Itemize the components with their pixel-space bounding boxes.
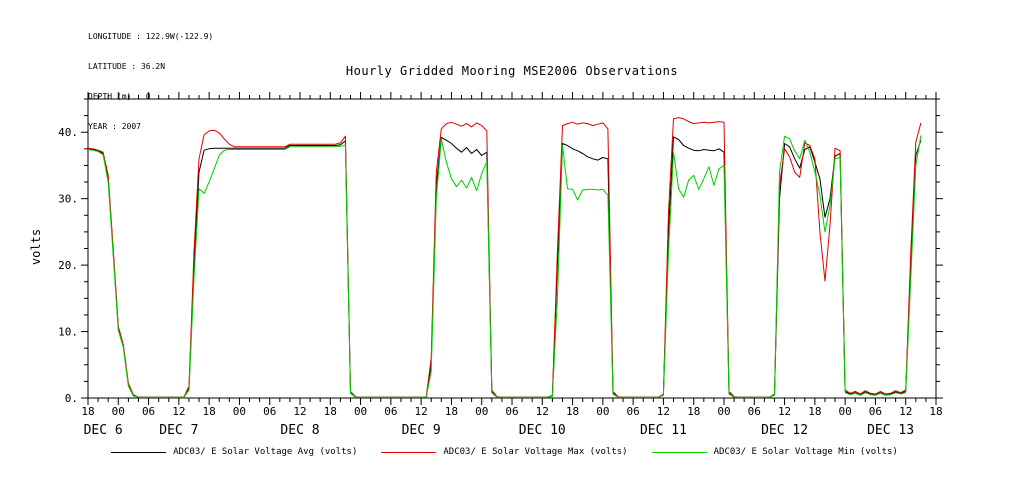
legend-label-avg: ADC03/ E Solar Voltage Avg (volts) — [173, 447, 358, 457]
x-tick-label: 06 — [748, 405, 761, 418]
legend: ADC03/ E Solar Voltage Avg (volts) ADC03… — [0, 447, 1009, 457]
x-tick-label: 06 — [384, 405, 397, 418]
legend-line-min — [651, 451, 707, 453]
x-tick-label: 12 — [778, 405, 791, 418]
x-tick-label: 00 — [596, 405, 609, 418]
legend-item-min: ADC03/ E Solar Voltage Min (volts) — [651, 447, 898, 457]
day-label: DEC 9 — [402, 423, 441, 438]
legend-line-avg — [111, 451, 167, 453]
x-tick-label: 00 — [717, 405, 730, 418]
series-avg-line — [87, 136, 922, 398]
day-label: DEC 12 — [761, 423, 808, 438]
legend-item-avg: ADC03/ E Solar Voltage Avg (volts) — [111, 447, 357, 457]
chart-title: Hourly Gridded Mooring MSE2006 Observati… — [345, 64, 679, 78]
day-label: DEC 10 — [519, 423, 566, 438]
x-tick-label: 06 — [142, 405, 155, 418]
legend-label-min: ADC03/ E Solar Voltage Min (volts) — [713, 447, 898, 457]
day-label: DEC 7 — [159, 423, 198, 438]
x-tick-label: 18 — [445, 405, 458, 418]
y-tick-label: 0. — [65, 392, 78, 405]
y-tick-label: 20. — [58, 259, 78, 272]
x-tick-label: 18 — [81, 405, 94, 418]
legend-label-max: ADC03/ E Solar Voltage Max (volts) — [443, 447, 628, 457]
x-tick-label: 00 — [839, 405, 852, 418]
plot-frame — [87, 98, 937, 399]
meta-latitude: LATITUDE : 36.2N — [88, 62, 166, 71]
x-tick-label: 12 — [657, 405, 670, 418]
x-tick-label: 18 — [687, 405, 700, 418]
day-label: DEC 13 — [867, 423, 914, 438]
y-tick-label: 30. — [58, 193, 78, 206]
x-tick-label: 12 — [899, 405, 912, 418]
legend-line-max — [381, 451, 437, 453]
x-tick-label: 18 — [808, 405, 821, 418]
day-label: DEC 11 — [640, 423, 687, 438]
x-tick-label: 00 — [475, 405, 488, 418]
y-tick-label: 40. — [58, 126, 78, 139]
x-tick-label: 06 — [869, 405, 882, 418]
day-label: DEC 6 — [84, 423, 123, 438]
x-tick-label: 00 — [354, 405, 367, 418]
x-tick-label: 18 — [566, 405, 579, 418]
y-tick-label: 10. — [58, 326, 78, 339]
x-tick-label: 06 — [505, 405, 518, 418]
x-tick-label: 12 — [293, 405, 306, 418]
x-tick-label: 18 — [324, 405, 337, 418]
x-tick-label: 18 — [929, 405, 942, 418]
x-tick-label: 12 — [536, 405, 549, 418]
day-label: DEC 8 — [280, 423, 319, 438]
meta-year: YEAR : 2007 — [88, 122, 141, 131]
x-tick-label: 12 — [415, 405, 428, 418]
x-tick-label: 00 — [112, 405, 125, 418]
meta-longitude: LONGITUDE : 122.9W(-122.9) — [88, 32, 214, 41]
legend-item-max: ADC03/ E Solar Voltage Max (volts) — [381, 447, 628, 457]
x-tick-label: 06 — [627, 405, 640, 418]
x-tick-label: 06 — [263, 405, 276, 418]
series-min-line — [87, 135, 922, 398]
x-tick-label: 18 — [203, 405, 216, 418]
series-max-line — [87, 117, 922, 398]
x-tick-label: 12 — [172, 405, 185, 418]
x-tick-label: 00 — [233, 405, 246, 418]
